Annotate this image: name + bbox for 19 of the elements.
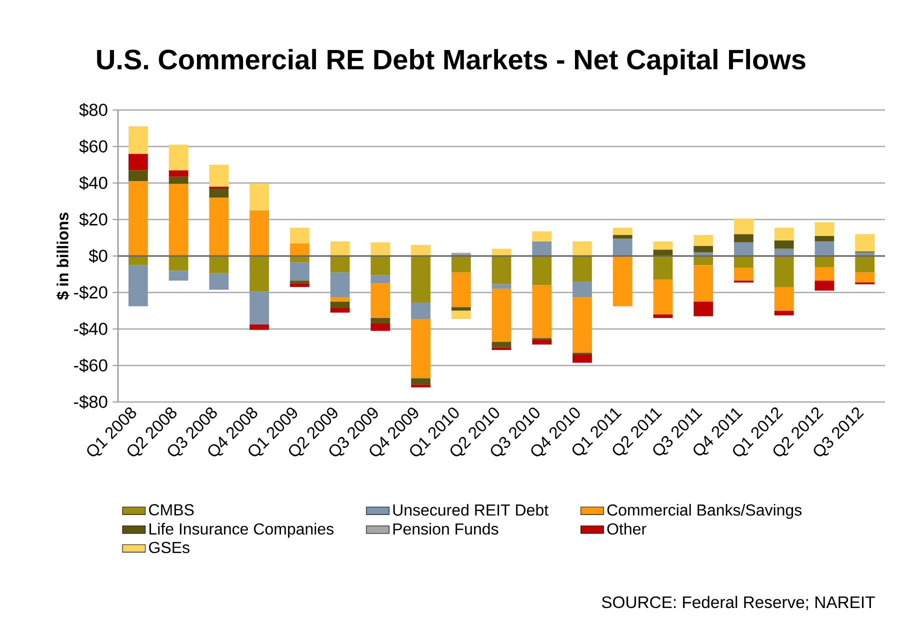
legend-label: CMBS bbox=[149, 504, 194, 516]
chart-title: U.S. Commercial RE Debt Markets - Net Capital Flows bbox=[97, 48, 806, 76]
y-tick-label: $40 bbox=[79, 176, 108, 190]
y-tick-label: $80 bbox=[79, 102, 108, 118]
source-note: SOURCE: Federal Reserve; NAREIT bbox=[602, 596, 875, 610]
legend-label: GSEs bbox=[149, 542, 190, 554]
legend-label: Other bbox=[607, 522, 646, 535]
legend-label: Unsecured REIT Debt bbox=[393, 504, 548, 516]
y-tick-label: -$60 bbox=[74, 358, 108, 373]
legend-label: Life Insurance Companies bbox=[150, 522, 334, 538]
y-tick-label: $60 bbox=[79, 139, 108, 154]
y-tick-label: -$40 bbox=[74, 322, 108, 336]
y-axis-title: $ in billions bbox=[56, 212, 70, 300]
legend-label: Commercial Banks/Savings bbox=[607, 504, 802, 519]
y-tick-label: -$20 bbox=[74, 285, 108, 300]
legend-label: Pension Funds bbox=[393, 522, 498, 535]
y-tick-label: -$80 bbox=[74, 394, 108, 410]
y-tick-label: $20 bbox=[79, 212, 108, 227]
y-tick-label: $0 bbox=[88, 248, 108, 264]
